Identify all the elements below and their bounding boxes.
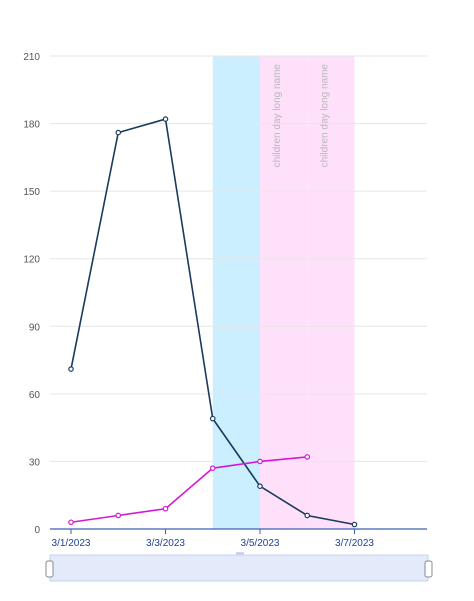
y-tick-label: 0 bbox=[34, 525, 40, 536]
series-point-2 bbox=[115, 512, 122, 519]
highlight-bands: children day long name children day long … bbox=[212, 56, 355, 529]
range-slider-grip bbox=[236, 552, 244, 555]
series-point-2 bbox=[304, 454, 311, 460]
series-point-2 bbox=[162, 505, 169, 512]
x-tick-label: 3/7/2023 bbox=[335, 538, 374, 549]
series-lines bbox=[68, 116, 358, 528]
x-tick-label: 3/3/2023 bbox=[146, 538, 185, 549]
y-tick-label: 210 bbox=[23, 52, 40, 63]
series-point-1 bbox=[162, 116, 169, 122]
y-tick-label: 60 bbox=[29, 390, 41, 401]
highlight-band bbox=[307, 56, 355, 529]
range-slider-right-handle[interactable] bbox=[424, 560, 433, 578]
highlight-band bbox=[212, 56, 260, 529]
y-tick-label: 150 bbox=[23, 187, 40, 198]
band-label: children day long name bbox=[319, 64, 330, 168]
x-tick-label: 3/1/2023 bbox=[52, 538, 91, 549]
series-point-1 bbox=[257, 483, 263, 490]
y-tick-label: 30 bbox=[29, 457, 41, 468]
series-point-1 bbox=[351, 521, 358, 528]
x-axis: 3/1/2023 3/3/2023 3/5/2023 3/7/2023 bbox=[50, 528, 427, 549]
series-point-1 bbox=[209, 415, 216, 422]
series-point-1 bbox=[115, 129, 122, 136]
range-slider-track bbox=[49, 554, 429, 582]
series-point-2 bbox=[257, 458, 263, 465]
series-point-2 bbox=[68, 519, 74, 526]
series-point-1 bbox=[68, 366, 74, 372]
band-label: children day long name bbox=[272, 64, 283, 168]
series-point-2 bbox=[209, 465, 216, 471]
range-slider bbox=[45, 552, 433, 582]
y-tick-label: 180 bbox=[23, 120, 40, 131]
highlight-band bbox=[260, 56, 308, 529]
series-point-1 bbox=[304, 512, 311, 519]
x-tick-label: 3/5/2023 bbox=[241, 538, 280, 549]
y-tick-label: 120 bbox=[23, 255, 40, 266]
y-tick-label: 90 bbox=[29, 322, 41, 333]
series-line-2 bbox=[70, 456, 308, 524]
range-slider-left-handle[interactable] bbox=[45, 560, 54, 578]
grid-lines bbox=[50, 55, 427, 462]
y-axis: 0 30 60 90 120 150 180 210 bbox=[23, 52, 40, 536]
